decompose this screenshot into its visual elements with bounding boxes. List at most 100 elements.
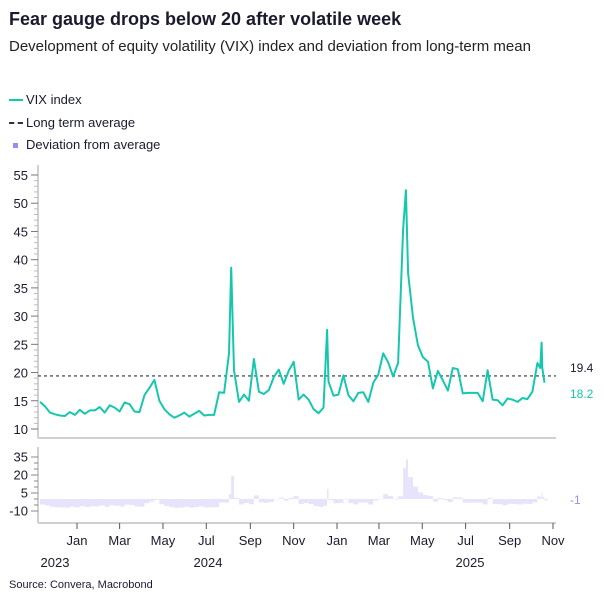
deviation-bar: [427, 496, 433, 499]
deviation-bar: [258, 499, 264, 503]
x-tick-label: May: [151, 533, 176, 548]
deviation-bar: [540, 497, 542, 499]
deviation-bar: [487, 497, 493, 499]
deviation-bar: [492, 499, 498, 505]
x-tick-label: Jan: [67, 533, 88, 548]
deviation-bar: [243, 499, 249, 503]
deviation-bar: [224, 499, 230, 503]
deviation-bar: [159, 499, 165, 505]
deviation-bar: [144, 499, 150, 504]
deviation-bar: [268, 499, 274, 502]
x-tick-label: Sep: [239, 533, 262, 548]
deviation-bar: [69, 499, 75, 507]
deviation-bar: [288, 497, 294, 499]
x-tick-label: Nov: [541, 533, 565, 548]
deviation-bar: [522, 499, 528, 504]
deviation-bar: [134, 499, 140, 507]
deviation-bar: [328, 499, 334, 501]
deviation-bar: [214, 499, 220, 508]
y-tick-label: 25: [14, 337, 28, 352]
y-tick-label: 50: [14, 196, 28, 211]
deviation-bar: [79, 499, 85, 507]
deviation-bar: [154, 499, 160, 500]
vix-line: [39, 189, 546, 419]
deviation-bar: [323, 499, 328, 506]
chart-subtitle: Development of equity volatility (VIX) i…: [9, 38, 531, 55]
y-tick-label: 20: [14, 468, 28, 483]
deviation-bar: [544, 499, 548, 501]
deviation-bar: [363, 499, 369, 503]
deviation-bar: [303, 499, 309, 503]
deviation-bar: [293, 496, 299, 499]
y-tick-label: 5: [21, 486, 28, 501]
legend-label: Deviation from average: [26, 137, 161, 152]
deviation-bar: [318, 499, 324, 507]
deviation-bar: [234, 497, 239, 499]
deviation-bar: [59, 499, 65, 508]
deviation-bar: [408, 477, 414, 499]
deviation-bar: [537, 496, 541, 499]
deviation-bar: [358, 499, 364, 503]
x-tick-label: Mar: [108, 533, 131, 548]
deviation-bar: [124, 499, 130, 505]
y-tick-label: 55: [14, 168, 28, 183]
deviation-bar: [278, 497, 284, 499]
deviation-bar: [174, 499, 180, 508]
average-value-label: 19.4: [570, 361, 594, 375]
deviation-bar: [462, 499, 468, 503]
deviation-bar: [542, 497, 545, 499]
deviation-bar: [308, 499, 314, 505]
deviation-bar: [209, 499, 215, 508]
x-axis: Jan Mar May Jul Sep Nov Jan Mar May Jul Sep Nov 2023…: [38, 522, 565, 570]
deviation-bar: [527, 499, 533, 504]
deviation-bar: [368, 499, 374, 505]
legend-item-average: Long term average: [9, 115, 135, 131]
x-tick-label: May: [410, 533, 435, 548]
deviation-bar: [99, 499, 105, 506]
deviation-bar: [104, 499, 110, 507]
deviation-bar: [482, 499, 488, 505]
deviation-bar: [405, 459, 409, 499]
deviation-bar: [313, 499, 319, 507]
y-tick-label: 15: [14, 394, 28, 409]
legend-item-deviation: Deviation from average: [9, 137, 160, 153]
square-swatch-icon: [13, 142, 18, 148]
deviation-bar: [512, 499, 518, 505]
legend-label: Long term average: [26, 115, 136, 130]
y-tick-label: 10: [14, 422, 28, 437]
deviation-bars: -10 5 20 35: [9, 447, 548, 523]
y-tick-label: 45: [14, 224, 28, 239]
deviation-bar: [338, 499, 344, 503]
deviation-bar: [422, 495, 428, 499]
deviation-bar: [353, 499, 359, 505]
x-tick-label: Sep: [498, 533, 521, 548]
deviation-bar: [84, 499, 90, 508]
deviation-bar: [194, 499, 200, 508]
deviation-bar: [231, 475, 235, 499]
y-tick-label: 35: [14, 450, 28, 465]
deviation-bar: [378, 498, 384, 500]
y-tick-label: -10: [9, 504, 28, 519]
deviation-bar: [204, 499, 210, 508]
deviation-bar: [199, 499, 205, 507]
y-tick-label: 40: [14, 253, 28, 268]
deviation-bar: [437, 497, 443, 499]
deviation-bar: [418, 492, 423, 499]
deviation-bar: [253, 495, 259, 499]
deviation-bar: [219, 499, 225, 503]
deviation-bar: [119, 499, 125, 507]
deviation-bar: [373, 499, 379, 501]
solid-line-swatch-icon: [9, 99, 23, 101]
legend-label: VIX index: [26, 92, 82, 107]
deviation-bar: [50, 499, 55, 507]
deviation-bar: [442, 499, 448, 500]
deviation-bar: [164, 499, 170, 507]
deviation-bar: [541, 491, 543, 499]
deviation-bar: [184, 499, 190, 507]
deviation-bar: [94, 499, 100, 507]
deviation-bar: [139, 499, 145, 507]
deviation-bar: [283, 499, 289, 501]
chart-title: Fear gauge drops below 20 after volatile…: [9, 9, 402, 29]
